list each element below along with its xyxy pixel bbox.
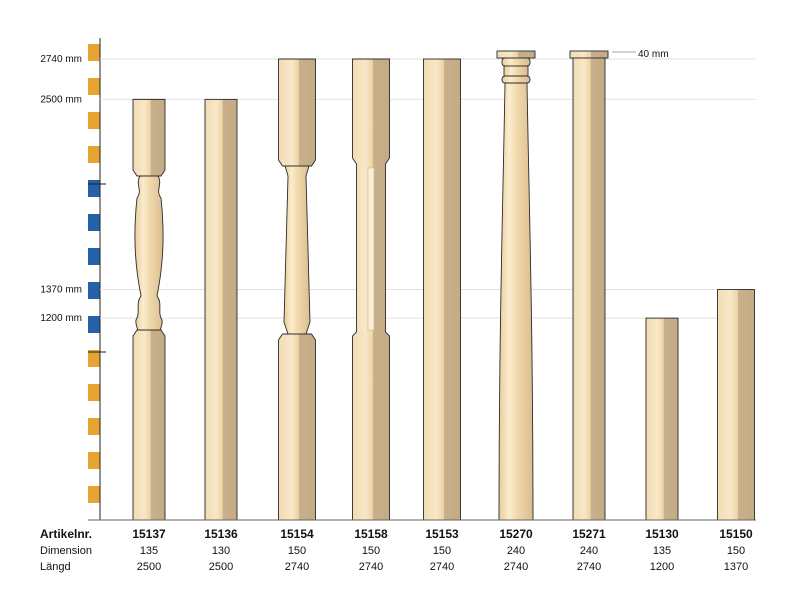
column-collar bbox=[501, 57, 531, 67]
height-label: 2500 mm bbox=[40, 94, 82, 105]
row-label-length: Längd bbox=[40, 561, 71, 573]
stick-segment bbox=[88, 180, 100, 197]
column-neck bbox=[503, 65, 529, 77]
stick-segment bbox=[88, 44, 100, 61]
stick-segment bbox=[88, 418, 100, 435]
length-value: 2740 bbox=[504, 561, 528, 573]
stick-segment bbox=[88, 112, 100, 129]
post-15137 bbox=[132, 98, 166, 521]
stick-segment bbox=[88, 40, 100, 44]
stick-segment bbox=[88, 231, 100, 248]
length-value: 1200 bbox=[650, 561, 674, 573]
article-number: 15158 bbox=[354, 527, 388, 541]
dimension-value: 150 bbox=[362, 545, 380, 557]
stick-segment bbox=[88, 503, 100, 520]
post-shaft bbox=[423, 58, 461, 521]
article-number: 15137 bbox=[132, 527, 166, 541]
article-number: 15150 bbox=[719, 527, 753, 541]
length-value: 2740 bbox=[577, 561, 601, 573]
column-shaft bbox=[498, 82, 534, 521]
row-label-article: Artikelnr. bbox=[40, 527, 92, 541]
post-flute bbox=[367, 167, 375, 331]
stick-segment bbox=[88, 299, 100, 316]
stick-segment bbox=[88, 95, 100, 112]
dimension-value: 240 bbox=[580, 545, 598, 557]
stick-segment bbox=[88, 384, 100, 401]
row-label-dimension: Dimension bbox=[40, 545, 92, 557]
stick-segment bbox=[88, 61, 100, 78]
dimension-value: 150 bbox=[727, 545, 745, 557]
length-value: 2740 bbox=[285, 561, 309, 573]
post-cap bbox=[569, 50, 609, 59]
stick-segment bbox=[88, 435, 100, 452]
stick-segment bbox=[88, 129, 100, 146]
post-15270 bbox=[496, 50, 536, 521]
post-shaft bbox=[645, 317, 679, 521]
stick-segment bbox=[88, 401, 100, 418]
post-15271 bbox=[569, 50, 609, 521]
post-15153 bbox=[423, 58, 461, 521]
length-value: 2740 bbox=[359, 561, 383, 573]
dimension-value: 150 bbox=[288, 545, 306, 557]
stick-segment bbox=[88, 452, 100, 469]
stick-segment bbox=[88, 486, 100, 503]
spec-table: Artikelnr. Dimension Längd 15137 135 2500 1… bbox=[40, 527, 753, 573]
stick-segment bbox=[88, 163, 100, 180]
dimension-value: 135 bbox=[140, 545, 158, 557]
post-shaft bbox=[204, 98, 238, 521]
posts-group bbox=[132, 50, 755, 521]
article-number: 15154 bbox=[280, 527, 314, 541]
stick-segment bbox=[88, 248, 100, 265]
length-value: 2500 bbox=[137, 561, 161, 573]
stick-segment bbox=[88, 146, 100, 163]
post-15154 bbox=[278, 58, 316, 521]
stick-segment bbox=[88, 350, 100, 367]
length-value: 2500 bbox=[209, 561, 233, 573]
post-lower-block bbox=[278, 333, 316, 521]
stick-segment bbox=[88, 197, 100, 214]
dimension-value: 150 bbox=[433, 545, 451, 557]
dimension-value: 130 bbox=[212, 545, 230, 557]
dimension-value: 135 bbox=[653, 545, 671, 557]
stick-segment bbox=[88, 282, 100, 299]
post-lower-block bbox=[132, 329, 166, 521]
height-label: 2740 mm bbox=[40, 54, 82, 65]
height-label: 1370 mm bbox=[40, 285, 82, 296]
column-capital bbox=[496, 50, 536, 59]
dimension-value: 240 bbox=[507, 545, 525, 557]
article-number: 15130 bbox=[645, 527, 679, 541]
article-number: 15153 bbox=[425, 527, 459, 541]
stick-segment bbox=[88, 214, 100, 231]
post-upper-block bbox=[132, 98, 166, 177]
post-15136 bbox=[204, 98, 238, 521]
cap-note: 40 mm bbox=[638, 49, 669, 60]
article-number: 15136 bbox=[204, 527, 238, 541]
stick-segment bbox=[88, 367, 100, 384]
stick-segment bbox=[88, 333, 100, 350]
article-number: 15271 bbox=[572, 527, 606, 541]
post-shaft bbox=[717, 289, 755, 521]
post-tapered-section bbox=[283, 165, 311, 335]
stick-segment bbox=[88, 469, 100, 486]
post-turned-section bbox=[134, 175, 164, 331]
column-astragal bbox=[501, 75, 531, 84]
length-value: 2740 bbox=[430, 561, 454, 573]
post-15130 bbox=[645, 317, 679, 521]
post-15150 bbox=[717, 289, 755, 521]
post-shaft bbox=[572, 57, 606, 521]
post-15158 bbox=[352, 58, 390, 521]
measuring-stick bbox=[88, 38, 106, 521]
stick-segment bbox=[88, 316, 100, 333]
stick-segment bbox=[88, 265, 100, 282]
height-label: 1200 mm bbox=[40, 313, 82, 324]
post-upper-block bbox=[278, 58, 316, 167]
length-value: 1370 bbox=[724, 561, 748, 573]
article-number: 15270 bbox=[499, 527, 533, 541]
stick-segment bbox=[88, 78, 100, 95]
